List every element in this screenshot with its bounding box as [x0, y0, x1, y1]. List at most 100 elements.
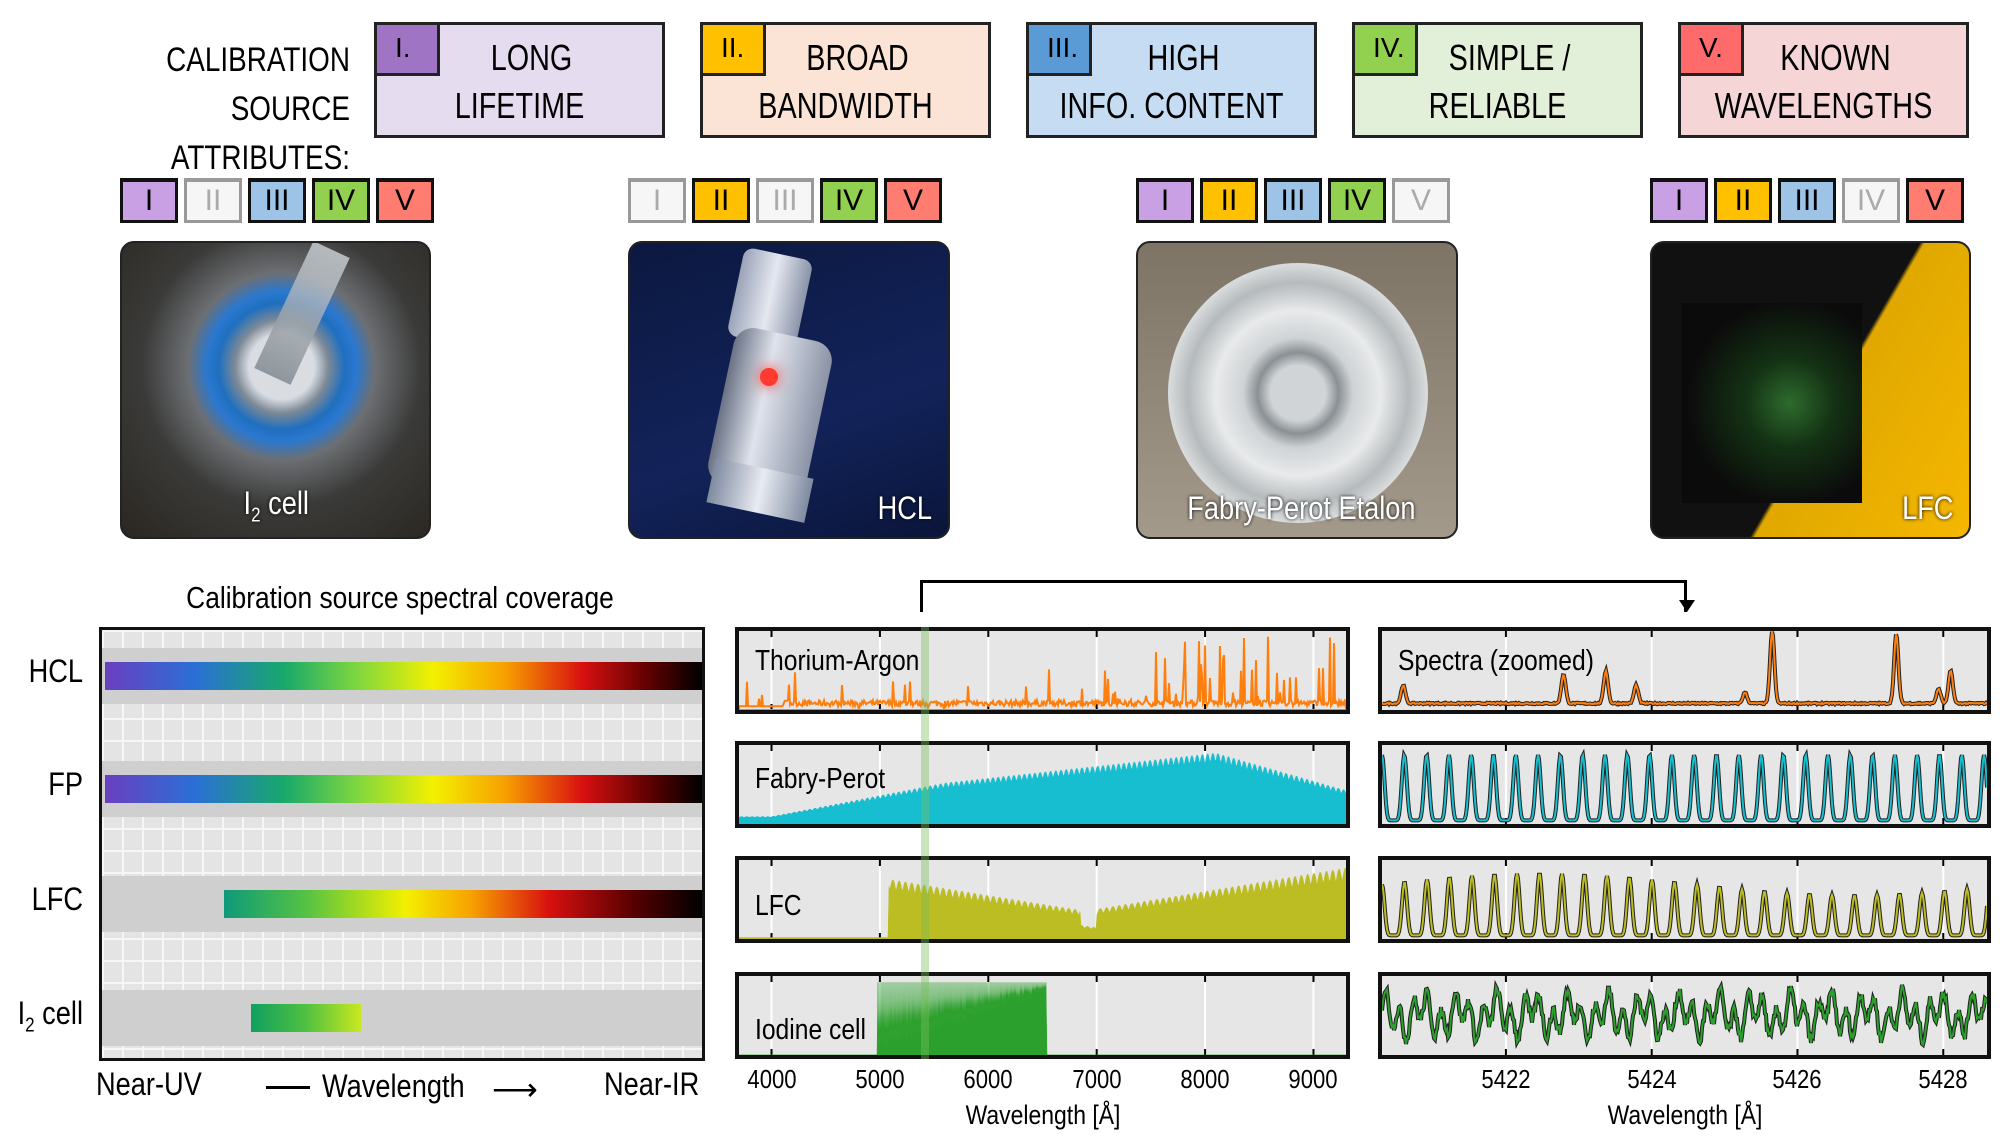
spectrum-label: Iodine cell: [755, 1014, 867, 1046]
coverage-bar-lfc: [224, 890, 702, 918]
coverage-bar-hcl: [105, 662, 702, 690]
attribute-badge: V: [1392, 178, 1450, 223]
attribute-numeral: V.: [1678, 22, 1744, 76]
attribute-line1: SIMPLE /: [1448, 37, 1571, 78]
row-label-iodine: I2 cell: [17, 995, 83, 1037]
dash: [266, 1086, 310, 1089]
x-tick-label: 8000: [1180, 1064, 1230, 1094]
attribute-numeral: II.: [700, 22, 766, 76]
zoomed-panel-1: [1378, 741, 1991, 828]
zoom-x-tick-label: 5424: [1627, 1064, 1677, 1094]
attribute-numeral: I.: [374, 22, 440, 76]
spectrum-3: [739, 982, 1346, 1055]
spectrum-label: Fabry-Perot: [755, 763, 886, 795]
row-label-fp: FP: [48, 766, 83, 802]
near-ir-label: Near-IR: [604, 1066, 700, 1102]
zoom-region-highlight: [921, 627, 929, 1059]
coverage-bar-fp: [105, 775, 702, 803]
attribute-badge: III: [756, 178, 814, 223]
attribute-badge: II: [184, 178, 242, 223]
attribute-line1: BROAD: [806, 37, 909, 78]
attribute-numeral: IV.: [1352, 22, 1418, 76]
zoomed-spectrum-0: [1382, 631, 1987, 706]
x-tick-label: 5000: [855, 1064, 905, 1094]
attribute-badge: I: [628, 178, 686, 223]
iodine-cell-photo: I2 cell: [120, 241, 431, 539]
spectrum-panel-0: Thorium-Argon: [735, 627, 1350, 714]
zoom-x-tick-label: 5426: [1772, 1064, 1823, 1094]
attribute-badges: I II III IV V: [120, 178, 434, 223]
x-axis-label: Wavelength [Å]: [965, 1100, 1120, 1130]
spectrum-0: [739, 636, 1346, 710]
attribute-badge: IV: [1328, 178, 1386, 223]
attribute-badge: IV: [1842, 178, 1900, 223]
zoom-label: Spectra (zoomed): [1398, 645, 1594, 677]
attribute-badge: I: [1650, 178, 1708, 223]
attribute-box: I. LONG LIFETIME: [374, 22, 665, 138]
zoomed-spectrum-3: [1382, 983, 1987, 1047]
attribute-badge: II: [1200, 178, 1258, 223]
photo-caption: Fabry-Perot Etalon: [1187, 490, 1416, 526]
attribute-box: IV. SIMPLE / RELIABLE: [1352, 22, 1643, 138]
wavelength-label: Wavelength: [322, 1068, 465, 1104]
attribute-badges: I II III IV V: [1136, 178, 1450, 223]
heading-line1: CALIBRATION SOURCE: [166, 41, 350, 128]
attribute-line1: LONG: [490, 37, 573, 78]
x-tick-label: 7000: [1072, 1064, 1122, 1094]
heading-line2: ATTRIBUTES:: [170, 139, 350, 177]
attribute-badge: III: [1778, 178, 1836, 223]
photo-caption: I2 cell: [243, 484, 309, 526]
attribute-box: III. HIGH INFO. CONTENT: [1026, 22, 1317, 138]
spectrum-2: [739, 867, 1346, 939]
coverage-band: [102, 990, 702, 1046]
zoomed-panel-3: [1378, 972, 1991, 1059]
x-tick-label: 4000: [746, 1064, 797, 1094]
hcl-photo: HCL: [628, 241, 950, 539]
attribute-line1: HIGH: [1147, 37, 1220, 78]
fabry-perot-photo: Fabry-Perot Etalon: [1136, 241, 1458, 539]
spectrum-panel-3: Iodine cell: [735, 972, 1350, 1059]
spectrum-label: Thorium-Argon: [755, 645, 920, 677]
photo-caption: HCL: [877, 490, 932, 526]
attribute-badge: IV: [820, 178, 878, 223]
attribute-badge: V: [884, 178, 942, 223]
attribute-badges: I II III IV V: [1650, 178, 1964, 223]
spectrum-panel-1: Fabry-Perot: [735, 741, 1350, 828]
zoom-x-tick-label: 5428: [1918, 1064, 1968, 1094]
attribute-line2: INFO. CONTENT: [1059, 85, 1284, 126]
spectrum-label: LFC: [755, 890, 802, 922]
x-tick-label: 9000: [1288, 1064, 1339, 1094]
attribute-numeral: III.: [1026, 22, 1092, 76]
near-uv-label: Near-UV: [96, 1066, 202, 1102]
attribute-line2: LIFETIME: [454, 85, 585, 126]
zoomed-spectrum-2: [1382, 873, 1987, 937]
attribute-badge: I: [1136, 178, 1194, 223]
zoom-x-axis-label: Wavelength [Å]: [1607, 1100, 1762, 1130]
coverage-title: Calibration source spectral coverage: [186, 580, 614, 615]
arrow-right-icon: ⟶: [492, 1071, 538, 1107]
attribute-badges: I II III IV V: [628, 178, 942, 223]
photo-caption: LFC: [1901, 490, 1953, 526]
spectrum-panel-2: LFC: [735, 856, 1350, 943]
zoomed-spectrum-1: [1382, 751, 1987, 822]
attribute-badge: II: [692, 178, 750, 223]
coverage-bar-iodine: [251, 1004, 361, 1032]
attribute-box: V. KNOWN WAVELENGTHS: [1678, 22, 1969, 138]
attribute-box: II. BROAD BANDWIDTH: [700, 22, 991, 138]
row-label-lfc: LFC: [31, 881, 83, 917]
row-label-hcl: HCL: [28, 653, 83, 689]
zoom-x-tick-label: 5422: [1481, 1064, 1531, 1094]
x-tick-label: 6000: [963, 1064, 1013, 1094]
attribute-line2: BANDWIDTH: [758, 85, 933, 126]
spectrum-1: [739, 752, 1346, 824]
attribute-badge: IV: [312, 178, 370, 223]
coverage-chart: [99, 627, 705, 1061]
attribute-line2: RELIABLE: [1428, 85, 1567, 126]
attribute-badge: V: [1906, 178, 1964, 223]
zoom-bracket: [920, 580, 1687, 612]
lfc-photo: LFC: [1650, 241, 1971, 539]
attribute-badge: III: [1264, 178, 1322, 223]
attribute-line1: KNOWN: [1780, 37, 1891, 78]
arrow-down-icon: [1679, 600, 1695, 612]
attribute-badge: I: [120, 178, 178, 223]
